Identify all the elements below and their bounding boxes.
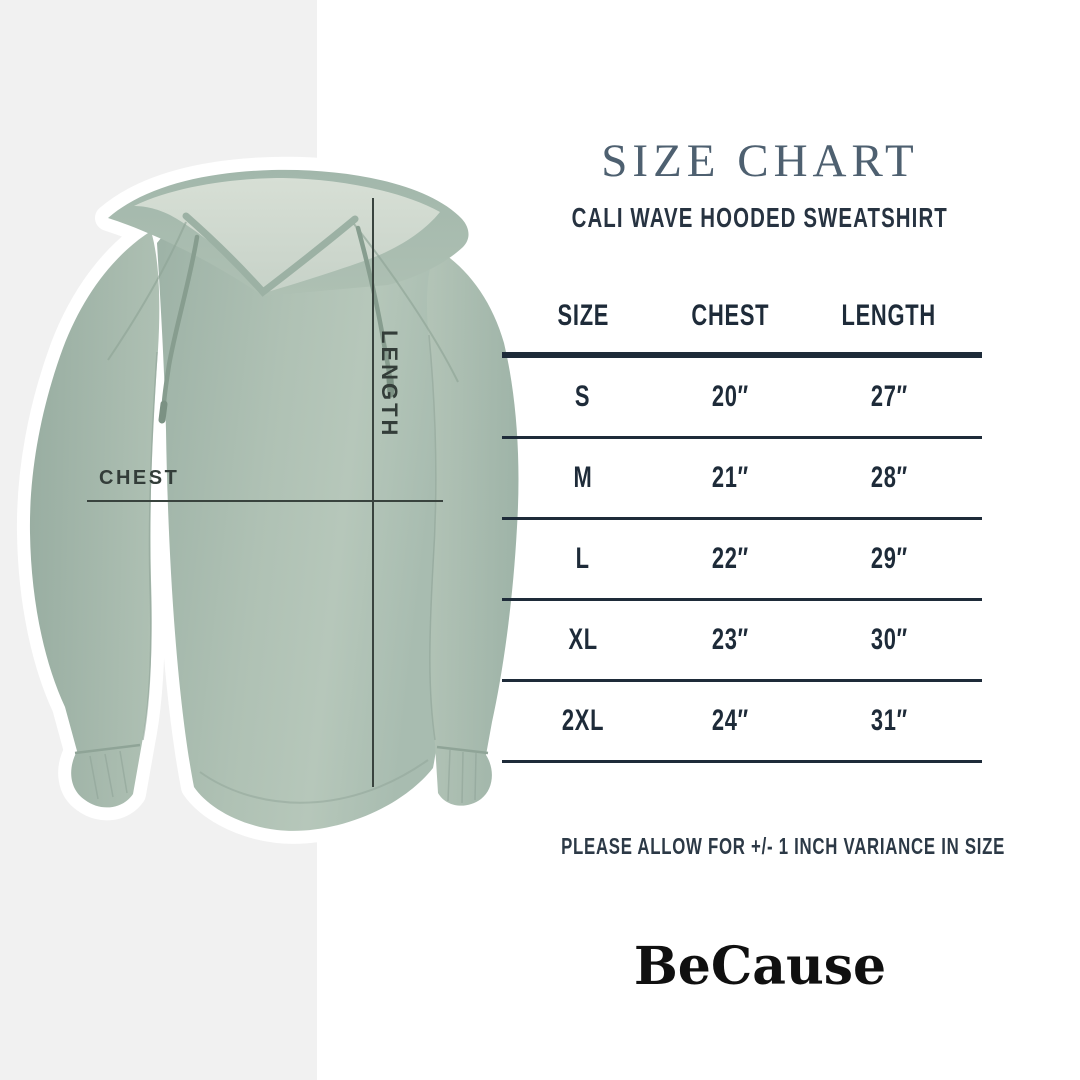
product-subtitle: CALI WAVE HOODED SWEATSHIRT (502, 202, 1018, 234)
variance-note-text: PLEASE ALLOW FOR +/- 1 INCH VARIANCE IN … (561, 833, 1006, 859)
shirt-right-sleeve (427, 249, 519, 806)
table-row-s: S 20″ 27″ (502, 358, 982, 439)
shirt-body (157, 215, 448, 831)
table-row-m: M 21″ 28″ (502, 439, 982, 520)
brand-logo: BeCause (633, 936, 887, 997)
hood-drawstrings (158, 225, 395, 424)
table-row-2xl: 2XL 24″ 31″ (502, 682, 982, 763)
size-value: L (575, 542, 591, 575)
sleeve-seam-right (428, 334, 437, 741)
shirt-left-sleeve (29, 231, 160, 808)
hood-fleece-lining (134, 178, 440, 293)
size-value: S (575, 380, 591, 413)
length-measure-line (372, 198, 374, 787)
size-value: XL (568, 623, 598, 656)
chest-value: 24″ (711, 704, 749, 737)
size-chart-panel: SIZE CHART CALI WAVE HOODED SWEATSHIRT S… (502, 0, 1018, 1080)
length-value: 30″ (870, 623, 908, 656)
column-header-length: LENGTH (841, 299, 937, 332)
length-value: 28″ (870, 461, 908, 494)
length-measure-label: LENGTH (377, 330, 402, 439)
column-header-chest: CHEST (691, 299, 769, 332)
raglan-seam-left (107, 221, 187, 361)
neckline-band (182, 212, 359, 297)
size-value: M (573, 461, 593, 494)
product-subtitle-text: CALI WAVE HOODED SWEATSHIRT (571, 202, 949, 233)
table-row-xl: XL 23″ 30″ (502, 601, 982, 682)
product-photo-hooded-sweatshirt (16, 156, 532, 844)
chest-value: 20″ (711, 380, 749, 413)
size-value: 2XL (561, 704, 605, 737)
column-header-size: SIZE (557, 299, 609, 332)
length-value: 31″ (870, 704, 908, 737)
chest-measure-label: CHEST (99, 467, 180, 489)
chest-value: 22″ (711, 542, 749, 575)
chest-value: 21″ (711, 461, 749, 494)
page-title: SIZE CHART (601, 135, 919, 187)
chest-measure-line (87, 500, 443, 502)
cuff-right (436, 745, 489, 804)
chest-value: 23″ (711, 623, 749, 656)
cuff-left (74, 743, 141, 800)
size-table: SIZE CHEST LENGTH S 20″ 27″ M 21″ 28″ L … (502, 280, 982, 763)
hem-seam (199, 759, 429, 804)
length-value: 29″ (870, 542, 908, 575)
variance-note: PLEASE ALLOW FOR +/- 1 INCH VARIANCE IN … (479, 833, 1004, 860)
table-row-l: L 22″ 29″ (502, 520, 982, 601)
raglan-seam-right (353, 223, 459, 383)
size-table-header-row: SIZE CHEST LENGTH (502, 280, 982, 358)
sleeve-seam-left (142, 351, 158, 741)
length-value: 27″ (870, 380, 908, 413)
